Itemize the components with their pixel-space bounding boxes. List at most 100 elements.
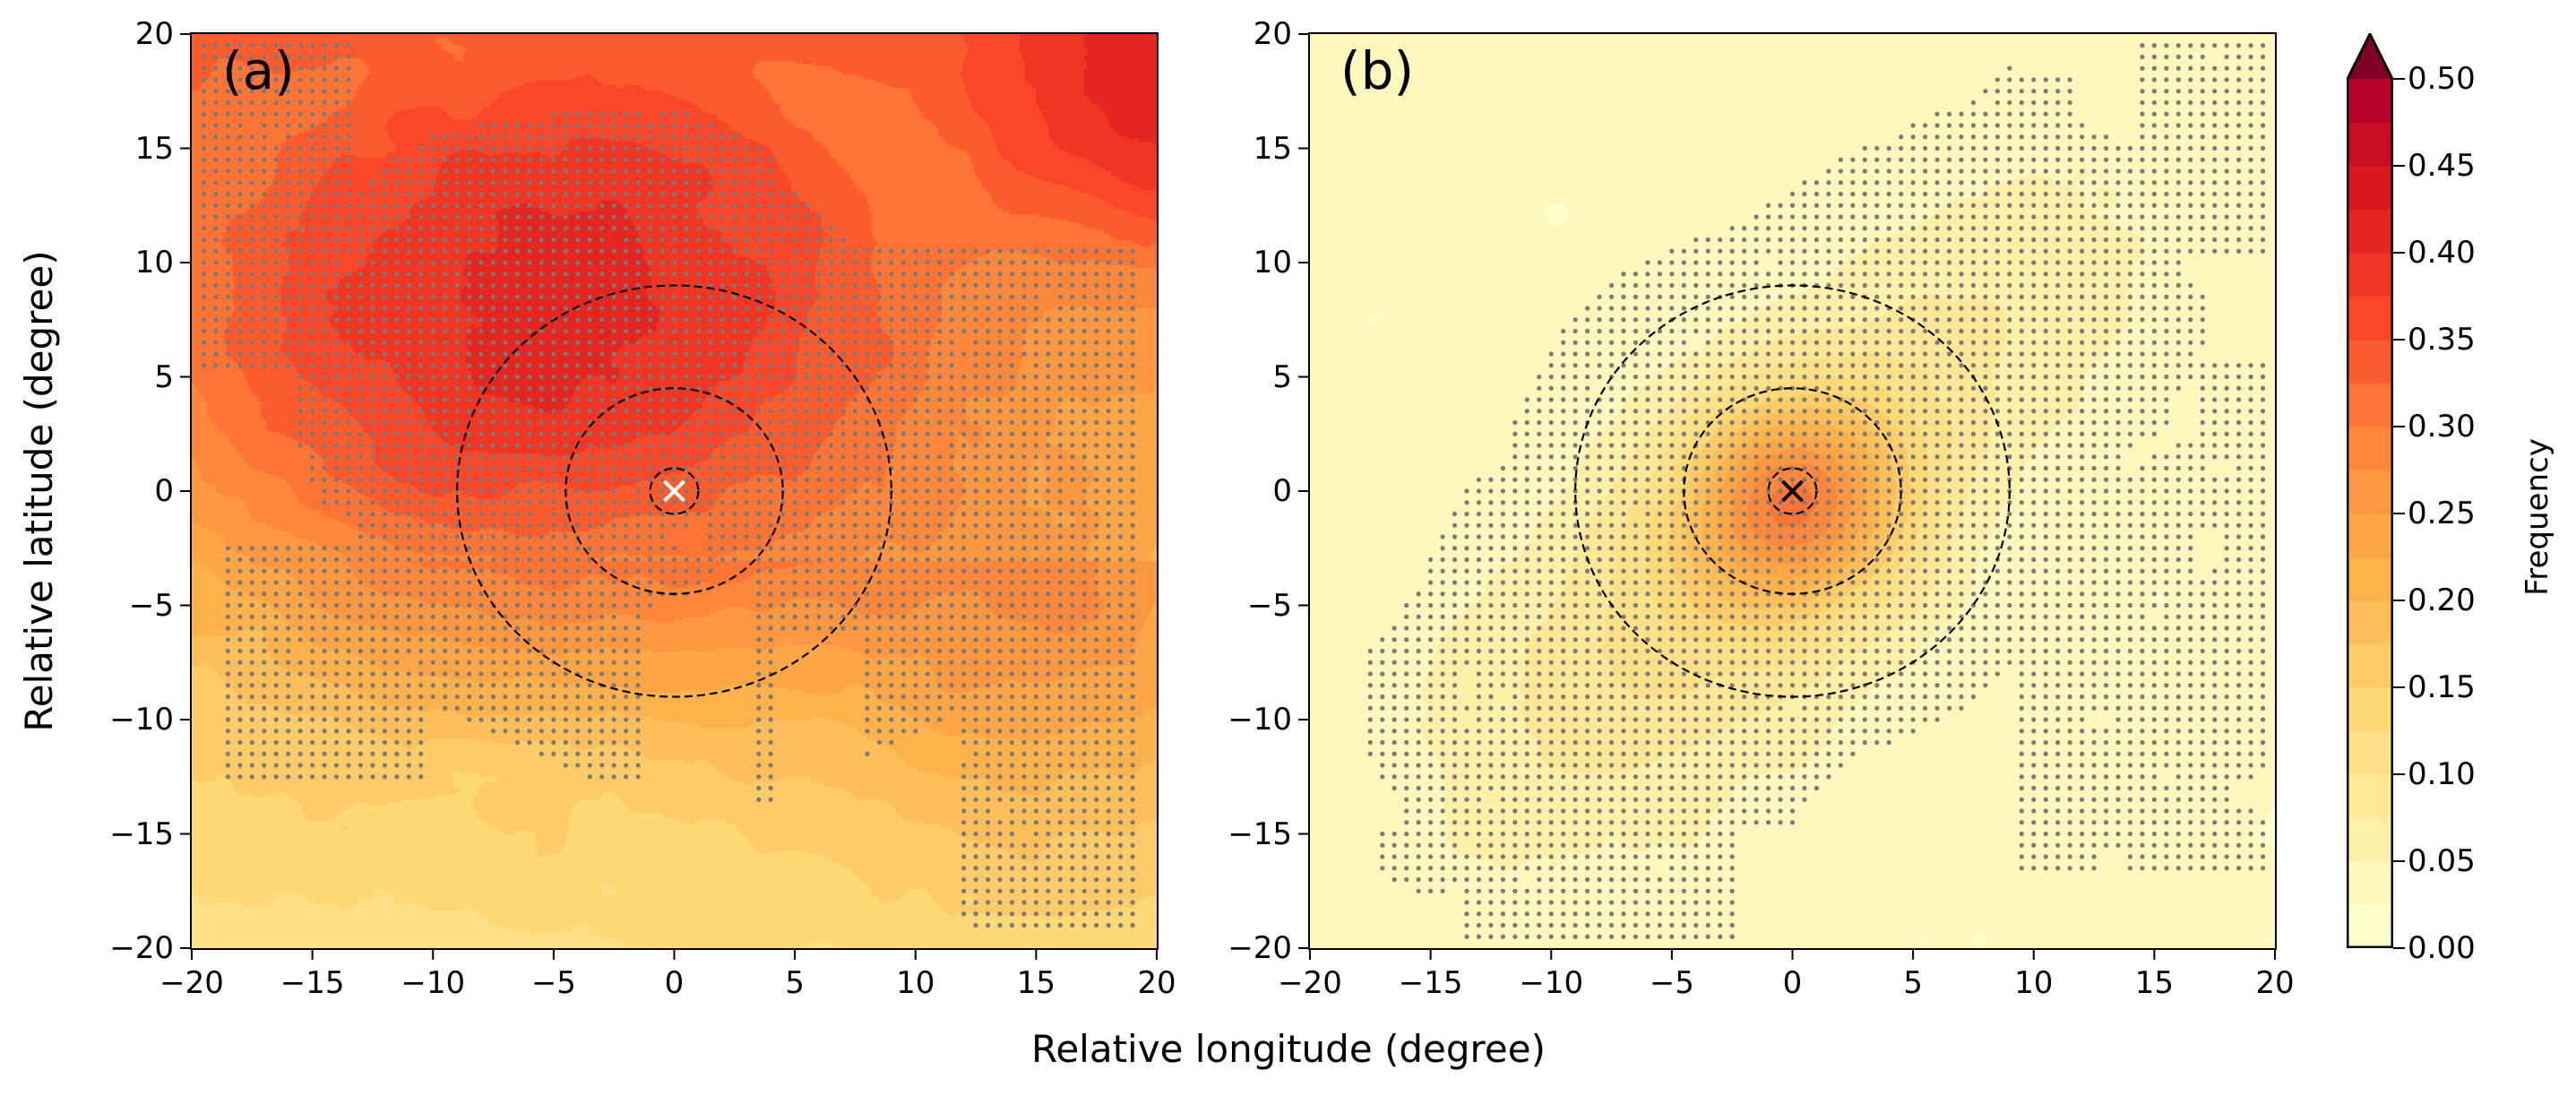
stipple-dot: [551, 328, 556, 334]
stipple-dot: [1524, 431, 1529, 436]
stipple-dot: [889, 522, 894, 528]
stipple-dot: [418, 248, 424, 254]
stipple-dot: [297, 774, 303, 780]
stipple-dot: [1009, 602, 1015, 608]
stipple-dot: [611, 694, 616, 700]
stipple-dot: [249, 260, 254, 265]
stipple-dot: [1476, 854, 1482, 859]
stipple-dot: [406, 534, 411, 539]
stipple-dot: [503, 260, 508, 265]
stipple-dot: [1106, 546, 1111, 551]
stipple-dot: [514, 729, 521, 734]
stipple-dot: [1106, 385, 1111, 391]
stipple-dot: [973, 488, 978, 494]
stipple-dot: [358, 351, 364, 357]
stipple-dot: [659, 488, 665, 494]
stipple-dot: [1537, 922, 1542, 928]
stipple-dot: [237, 294, 243, 299]
stipple-dot: [322, 546, 327, 551]
stipple-dot: [1106, 534, 1111, 539]
stipple-dot: [719, 500, 725, 505]
stipple-dot: [1009, 854, 1015, 859]
stipple-dot: [719, 214, 725, 220]
stipple-dot: [1621, 306, 1626, 311]
stipple-dot: [454, 306, 460, 311]
stipple-dot: [1046, 351, 1051, 357]
stipple-dot: [1476, 717, 1482, 722]
stipple-dot: [949, 282, 954, 289]
stipple-dot: [322, 409, 327, 414]
stipple-dot: [900, 328, 906, 334]
stipple-dot: [1130, 808, 1135, 814]
stipple-dot: [310, 180, 315, 186]
stipple-dot: [624, 500, 629, 505]
stipple-dot: [1021, 419, 1027, 426]
stipple-dot: [538, 580, 545, 585]
stipple-dot: [322, 157, 327, 162]
stipple-dot: [1106, 842, 1111, 848]
stipple-dot: [840, 409, 846, 414]
stipple-dot: [1500, 705, 1505, 711]
stipple-dot: [913, 385, 918, 391]
stipple-dot: [780, 443, 786, 448]
stipple-dot: [587, 203, 592, 208]
stipple-dot: [1440, 705, 1445, 711]
stipple-dot: [792, 294, 797, 299]
stipple-dot: [599, 511, 605, 517]
stipple-dot: [1488, 729, 1494, 734]
stipple-dot: [937, 580, 943, 585]
stipple-dot: [1633, 637, 1639, 643]
stipple-dot: [756, 374, 762, 380]
stipple-dot: [1633, 876, 1639, 883]
stipple-dot: [1416, 797, 1421, 802]
stipple-dot: [394, 568, 400, 574]
stipple-dot: [1537, 683, 1542, 688]
stipple-dot: [611, 443, 616, 448]
stipple-dot: [611, 671, 616, 677]
stipple-dot: [840, 306, 846, 311]
stipple-dot: [1608, 705, 1615, 711]
stipple-dot: [490, 568, 496, 574]
stipple-dot: [611, 168, 616, 174]
stipple-dot: [949, 614, 954, 619]
stipple-dot: [1416, 876, 1421, 883]
stipple-dot: [925, 340, 930, 345]
stipple-dot: [1009, 808, 1015, 814]
stipple-dot: [273, 237, 279, 243]
stipple-dot: [333, 705, 340, 711]
stipple-dot: [478, 477, 484, 482]
stipple-dot: [1464, 557, 1469, 563]
stipple-dot: [1585, 911, 1590, 917]
stipple-dot: [322, 351, 327, 357]
stipple-dot: [237, 751, 243, 756]
stipple-dot: [587, 306, 592, 311]
stipple-dot: [1009, 774, 1015, 780]
stipple-dot: [659, 306, 665, 311]
stipple-dot: [624, 123, 629, 128]
stipple-dot: [635, 134, 641, 140]
stipple-dot: [1500, 922, 1505, 928]
stipple-dot: [985, 694, 991, 700]
stipple-dot: [1608, 934, 1615, 939]
stipple-dot: [804, 294, 810, 299]
stipple-dot: [286, 134, 291, 140]
stipple-dot: [587, 637, 592, 643]
stipple-dot: [865, 488, 870, 494]
stipple-dot: [333, 89, 340, 94]
stipple-dot: [478, 248, 484, 254]
stipple-dot: [768, 465, 773, 471]
stipple-dot: [213, 77, 219, 82]
stipple-dot: [828, 431, 834, 436]
stipple-dot: [237, 180, 243, 186]
stipple-dot: [599, 306, 605, 311]
stipple-dot: [225, 145, 230, 151]
stipple-dot: [503, 374, 508, 380]
stipple-dot: [358, 648, 364, 654]
stipple-dot: [1033, 272, 1038, 277]
stipple-dot: [490, 591, 496, 597]
stipple-dot: [370, 546, 375, 551]
stipple-dot: [719, 465, 725, 471]
stipple-dot: [1009, 431, 1015, 436]
stipple-dot: [1512, 797, 1518, 802]
stipple-dot: [1106, 409, 1111, 414]
